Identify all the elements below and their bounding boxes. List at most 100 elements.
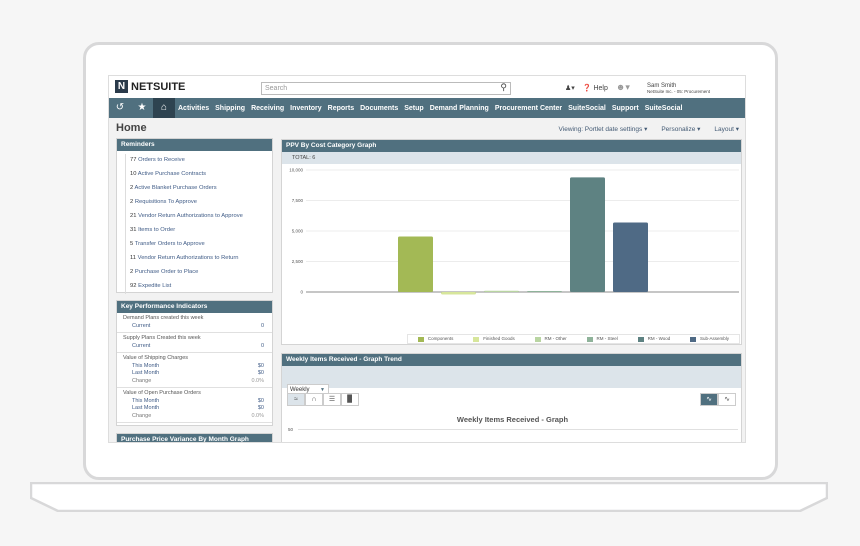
ppv-bar-chart: 0 2,500 5,000 7,500 10,000 — [289, 168, 739, 295]
reminder-count: 5 — [130, 241, 134, 247]
reminder-item[interactable]: 11 Vendor Return Authorizations to Retur… — [125, 252, 272, 266]
portlet-title: Purchase Price Variance By Month Graph — [117, 434, 272, 442]
reminder-item[interactable]: 21 Vendor Return Authorizations to Appro… — [125, 210, 272, 224]
reminder-label: Transfer Orders to Approve — [134, 241, 205, 247]
kpi-label: Value of Open Purchase Orders — [123, 390, 201, 396]
kpi-row-label[interactable]: This Month — [132, 397, 160, 404]
kpi-value: $0 — [257, 405, 264, 411]
kpi-row-label: Change — [132, 377, 152, 384]
kpi-row-label[interactable]: Current — [132, 342, 151, 349]
star-icon[interactable]: ★ — [137, 102, 147, 113]
kpi-row-label[interactable]: Last Month — [132, 405, 160, 411]
weekly-items-portlet: Weekly Items Received - Graph Trend Week… — [281, 353, 742, 442]
help-link[interactable]: ❓ Help — [582, 84, 608, 92]
nav-item[interactable]: Inventory — [290, 104, 322, 112]
viewing-dropdown[interactable]: Viewing: Portlet date settings ▾ — [558, 126, 648, 133]
reminder-item[interactable]: 10 Active Purchase Contracts — [125, 168, 272, 182]
nav-item[interactable]: Shipping — [215, 104, 246, 112]
home-icon[interactable]: ⌂ — [153, 98, 175, 118]
legend-swatch — [690, 336, 697, 342]
nav-item[interactable]: Receiving — [251, 104, 285, 112]
nav-item[interactable]: Setup — [404, 104, 424, 112]
kpi-value: 0 — [260, 342, 264, 349]
nav-item[interactable]: Procurement Center — [494, 104, 563, 112]
y-tick-label: 2,500 — [292, 259, 304, 264]
legend-item[interactable]: RM - Steel — [586, 336, 618, 342]
legend-swatch — [637, 336, 644, 342]
reminder-item[interactable]: 92 Expedite List — [125, 280, 272, 294]
user-menu[interactable]: Sam Smith NetSuite Inc. - 05: Procurement — [647, 83, 710, 95]
reminder-item[interactable]: 2 Purchase Order to Place — [125, 266, 272, 280]
personalize-dropdown[interactable]: Personalize ▾ — [661, 126, 701, 133]
search-placeholder: Search — [265, 85, 288, 92]
nav-item[interactable]: Support — [611, 104, 639, 112]
nav-item[interactable]: SuiteSocial — [644, 104, 683, 112]
search-icon[interactable]: ⚲ — [500, 82, 507, 92]
kpi-row-label[interactable]: Last Month — [132, 370, 160, 376]
legend-item[interactable]: Components — [417, 336, 453, 342]
legend-label: RM - Steel — [596, 336, 618, 342]
legend-item[interactable]: RM - Wood — [637, 336, 670, 342]
bar-rm-other[interactable] — [484, 290, 519, 292]
legend-label: Sub-Assembly — [700, 336, 730, 342]
bar-finished-goods[interactable] — [441, 292, 476, 295]
layout-dropdown[interactable]: Layout ▾ — [714, 126, 739, 133]
netsuite-logo[interactable]: N NETSUITE — [115, 80, 185, 93]
y-tick-label: 5,000 — [292, 229, 304, 234]
reminder-count: 2 — [130, 269, 134, 275]
reminder-item[interactable]: 2 Requisitions To Approve — [125, 196, 272, 210]
area-chart-icon[interactable]: ≈ — [287, 393, 305, 406]
kpi-row-label[interactable]: This Month — [132, 362, 160, 369]
kpi-row-label[interactable]: Current — [132, 322, 151, 329]
legend-swatch — [473, 336, 480, 342]
reminder-label: Orders to Receive — [138, 157, 185, 163]
main-nav: ↺ ★ ⌂ Activities Shipping Receiving Invento… — [109, 98, 745, 118]
bar-sub-assembly[interactable] — [613, 222, 648, 292]
search-input[interactable]: Search ⚲ — [261, 82, 511, 95]
y-tick-label: 10,000 — [289, 168, 303, 173]
ppv-month-portlet: Purchase Price Variance By Month Graph — [116, 433, 273, 442]
column-chart-icon[interactable]: ▉ — [341, 393, 359, 406]
netsuite-screen: N NETSUITE Search ⚲ ♟▾ ❓ Help ☻▾ Sam Smith… — [108, 75, 746, 443]
y-tick-label: 7,500 — [292, 198, 304, 203]
reminder-label: Purchase Order to Place — [134, 269, 199, 275]
reminder-count: 11 — [130, 255, 137, 261]
line-chart-icon[interactable]: ∩ — [305, 393, 323, 406]
kpi-label: Demand Plans created this week — [123, 315, 204, 321]
ppv-cost-portlet: PPV By Cost Category Graph TOTAL: 6 0 2,5… — [281, 139, 742, 345]
reminder-item[interactable]: 2 Active Blanket Purchase Orders — [125, 182, 272, 196]
nav-item[interactable]: Reports — [327, 104, 355, 112]
reminder-item[interactable]: 5 Transfer Orders to Approve — [125, 238, 272, 252]
reminder-item[interactable]: 31 Items to Order — [125, 224, 272, 238]
hbar-chart-icon[interactable]: ☰ — [323, 393, 341, 406]
user-avatar-icon[interactable]: ☻▾ — [615, 82, 630, 92]
bar-rm-wood[interactable] — [570, 177, 605, 292]
nav-item[interactable]: Documents — [360, 104, 399, 112]
kpi-value: $0 — [257, 370, 264, 376]
bar-rm-steel[interactable] — [527, 291, 562, 293]
recent-records-icon[interactable]: ♟▾ — [565, 84, 575, 92]
kpi-group: Supply Plans Created this week Current 0 — [117, 333, 272, 353]
reminder-count: 10 — [130, 171, 137, 177]
legend-item[interactable]: Finished Goods — [473, 336, 515, 342]
kpi-value: 0 — [260, 322, 264, 329]
trend-filled-icon[interactable]: ∿ — [700, 393, 718, 406]
kpi-label: Value of Shipping Charges — [123, 355, 189, 361]
kpi-value: $0 — [257, 362, 264, 369]
bar-components[interactable] — [398, 236, 433, 292]
portlet-title: PPV By Cost Category Graph — [282, 140, 741, 152]
reminder-count: 31 — [130, 227, 137, 233]
recent-icon[interactable]: ↺ — [115, 102, 125, 113]
logo-text: NETSUITE — [131, 80, 186, 93]
portlet-title: Reminders — [117, 139, 272, 151]
gridline — [298, 429, 738, 430]
portlet-title: Weekly Items Received - Graph Trend — [282, 354, 741, 366]
trend-line-icon[interactable]: ∿ — [718, 393, 736, 406]
nav-item[interactable]: SuiteSocial — [568, 104, 606, 112]
reminder-item[interactable]: 77 Orders to Receive — [125, 154, 272, 168]
reminder-count: 21 — [130, 213, 137, 219]
legend-item[interactable]: RM - Other — [534, 336, 567, 342]
nav-item[interactable]: Activities — [178, 104, 210, 112]
legend-item[interactable]: Sub-Assembly — [690, 336, 730, 342]
nav-item[interactable]: Demand Planning — [429, 104, 489, 112]
